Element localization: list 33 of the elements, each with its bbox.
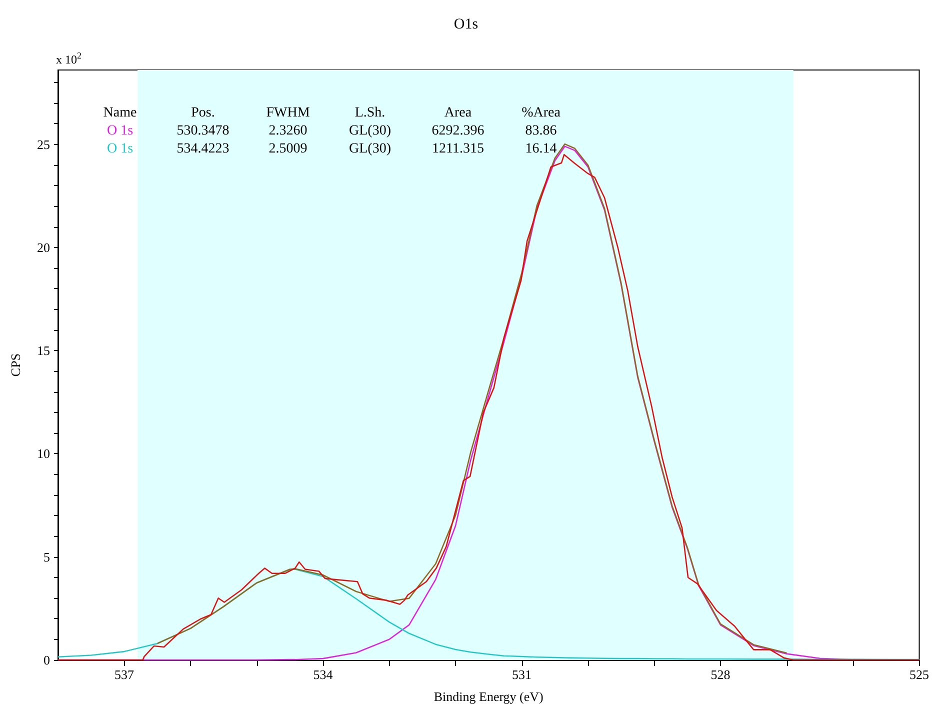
y-tick-label: 15 — [37, 343, 50, 358]
annotation: GL(30) — [349, 142, 392, 156]
annotation: Pos. — [191, 106, 215, 120]
annotation: 534.4223 — [176, 142, 230, 156]
y-tick-label: 20 — [37, 240, 50, 255]
x-tick-label: 528 — [710, 667, 730, 682]
annotation: GL(30) — [349, 124, 392, 138]
annotation: 1211.315 — [432, 142, 484, 156]
y-tick-label: 0 — [44, 652, 50, 668]
annotation: 2.5009 — [268, 142, 308, 156]
x-tick-label: 534 — [313, 667, 334, 682]
annotation: 83.86 — [525, 124, 557, 138]
annotation: 16.14 — [525, 142, 557, 156]
annotation: Area — [444, 106, 472, 120]
annotation: L.Sh. — [354, 106, 386, 120]
y-tick-label: 5 — [44, 549, 50, 564]
annotation: 2.3260 — [268, 124, 308, 138]
annotation: FWHM — [266, 106, 310, 120]
text: O 1s — [106, 124, 134, 138]
x-tick-label: 525 — [910, 667, 929, 682]
annotation: 530.3478 — [176, 124, 230, 138]
x-axis-title: Binding Energy (eV) — [434, 689, 544, 704]
annotation: %Area — [522, 106, 562, 120]
chart-title: O1s — [454, 16, 478, 32]
y-axis-title: CPS — [8, 353, 23, 377]
x-tick-label: 537 — [114, 667, 134, 682]
text: O 1s — [106, 142, 134, 156]
line-series — [156, 143, 788, 654]
y-tick-label: 25 — [37, 136, 50, 152]
annotation: Name — [103, 106, 137, 120]
y-tick-label: 10 — [37, 446, 50, 462]
x-tick-label: 531 — [512, 667, 532, 682]
annotation: 6292.396 — [432, 124, 484, 138]
